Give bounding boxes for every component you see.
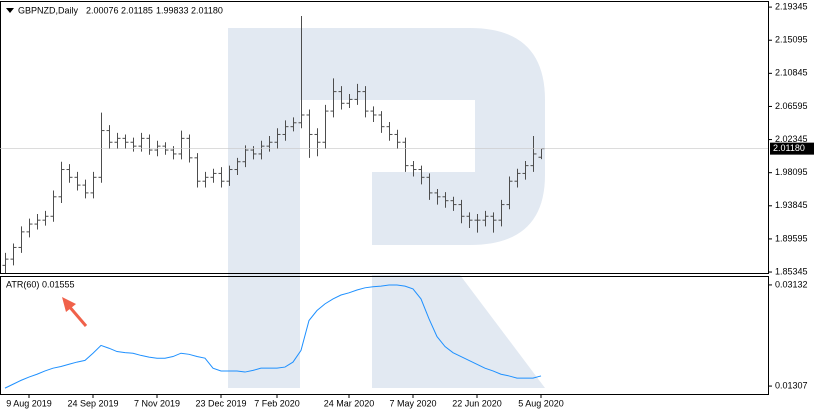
y-tick-label: 1.93845 [775, 200, 808, 210]
y-tick-label: 2.15095 [775, 35, 808, 45]
ohlc-value: 2.00076 [86, 5, 119, 15]
x-tick-label: 22 Jun 2020 [452, 398, 502, 408]
y-tick-label: 2.02345 [775, 134, 808, 144]
x-tick-label: 23 Dec 2019 [195, 398, 246, 408]
y-tick-label: 1.98095 [775, 167, 808, 177]
watermark [228, 28, 545, 388]
price-tag-box [770, 142, 814, 155]
symbol-label: GBPNZD,Daily [18, 5, 79, 15]
y-tick-label: 1.89595 [775, 233, 808, 243]
arrow-shaft [66, 304, 88, 327]
indicator-panel-frame [0, 276, 769, 395]
indicator-name: ATR(60) [6, 279, 39, 289]
main-panel-frame [0, 1, 769, 274]
watermark-bowl [300, 28, 545, 245]
ohlc-value: 2.01180 [191, 5, 223, 15]
x-tick-label: 7 Nov 2019 [134, 398, 180, 408]
ohlc-bars [2, 16, 545, 274]
symbol-menu-triangle[interactable] [6, 8, 14, 13]
price-tag-label: 2.01180 [773, 143, 805, 153]
y-tick-label: 0.03132 [775, 279, 808, 289]
x-tick-label: 9 Aug 2019 [6, 398, 52, 408]
x-tick-label: 24 Sep 2019 [67, 398, 118, 408]
ohlc-value: 2.01185 [121, 5, 153, 15]
y-tick-label: 1.85345 [775, 266, 808, 276]
atr-line [4, 284, 542, 389]
arrow-head [62, 297, 76, 312]
x-tick-label: 5 Aug 2020 [518, 398, 564, 408]
y-tick-label: 2.10845 [775, 68, 808, 78]
y-tick-label: 0.01307 [775, 380, 808, 390]
watermark-leg [372, 275, 545, 388]
watermark-stem [228, 28, 300, 388]
y-tick-label: 2.19345 [775, 1, 808, 11]
indicator-value: 0.01555 [42, 279, 75, 289]
x-tick-label: 7 Feb 2020 [254, 398, 300, 408]
x-tick-label: 24 Mar 2020 [324, 398, 375, 408]
x-tick-label: 7 May 2020 [389, 398, 436, 408]
y-tick-label: 2.06595 [775, 101, 808, 111]
red-arrow [62, 297, 88, 327]
ohlc-value: 1.99833 [156, 5, 189, 15]
